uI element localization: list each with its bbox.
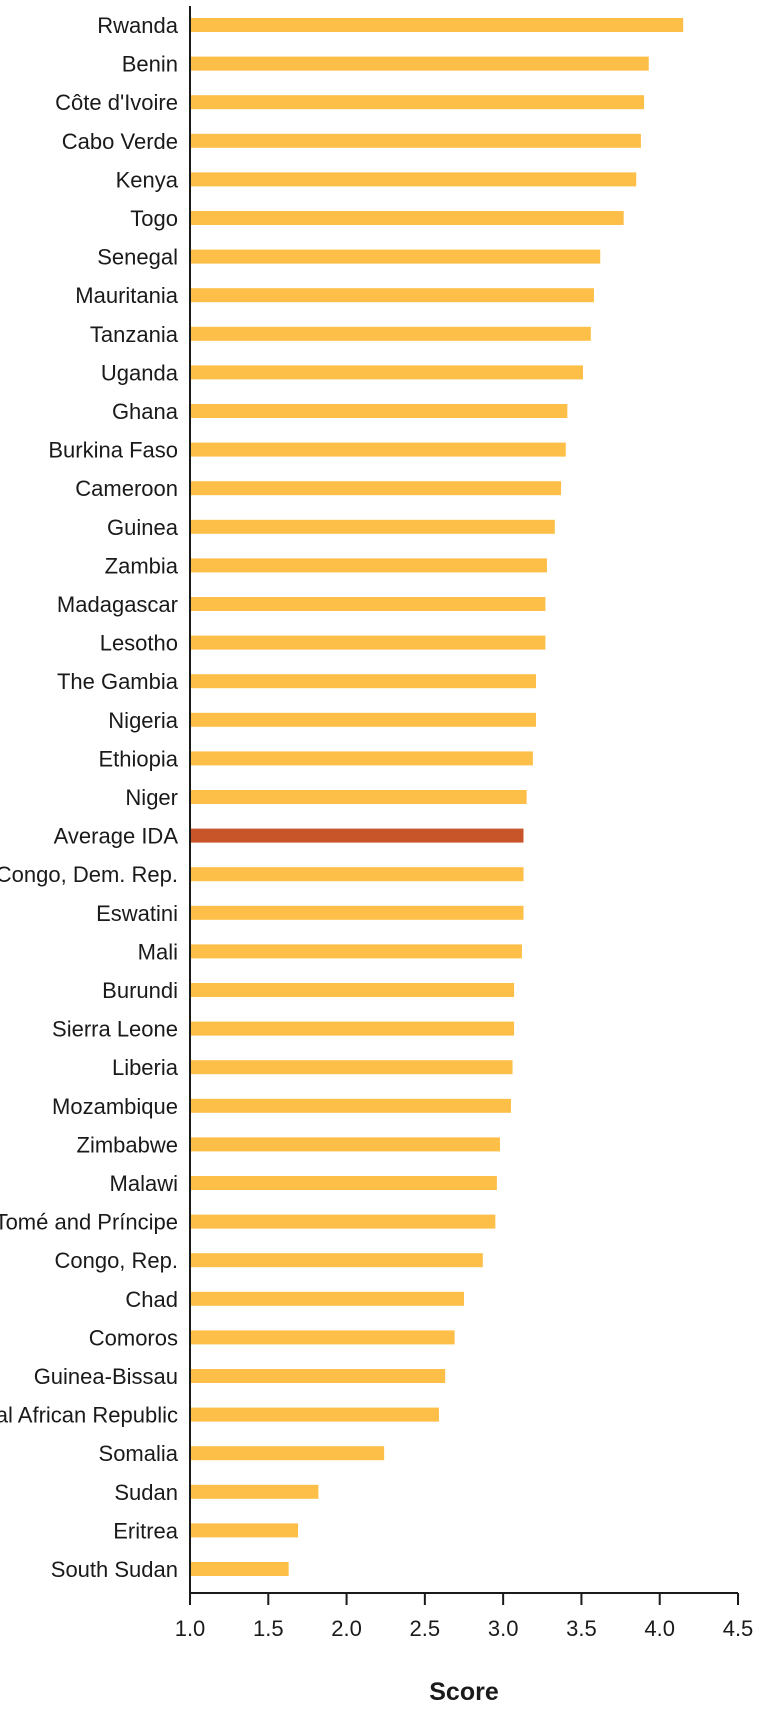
bar	[190, 1291, 464, 1306]
bars-group	[190, 18, 684, 1576]
bar	[190, 1446, 385, 1461]
bar	[190, 1253, 483, 1268]
category-label: Niger	[125, 785, 178, 810]
bar	[190, 712, 537, 727]
bar	[190, 1523, 299, 1538]
category-label: Congo, Rep.	[54, 1248, 178, 1273]
bar	[190, 905, 524, 920]
x-tick-label: 4.0	[644, 1616, 675, 1641]
bar	[190, 18, 684, 32]
bar	[190, 790, 527, 804]
category-label: The Gambia	[57, 669, 179, 694]
category-label: Rwanda	[97, 13, 178, 38]
x-tick-label: 2.5	[410, 1616, 441, 1641]
x-axis-title: Score	[429, 1678, 499, 1706]
bar	[190, 1330, 455, 1345]
category-label: Côte d'Ivoire	[55, 90, 178, 115]
bar	[190, 1021, 515, 1036]
category-label: Eritrea	[113, 1518, 179, 1543]
category-label: Mauritania	[75, 283, 178, 308]
bar	[190, 404, 568, 418]
bar	[190, 983, 515, 997]
bar	[190, 172, 637, 187]
category-label: Burundi	[102, 978, 178, 1003]
bar	[190, 635, 546, 650]
bar	[190, 558, 547, 573]
bar	[190, 133, 641, 148]
x-tick-label: 2.0	[331, 1616, 362, 1641]
bar	[190, 751, 533, 766]
x-tick-label: 3.0	[488, 1616, 519, 1641]
category-label: Central African Republic	[0, 1403, 178, 1428]
bar	[190, 95, 645, 110]
bar	[190, 1098, 511, 1113]
bar	[190, 1137, 501, 1152]
category-label: Malawi	[110, 1171, 178, 1196]
bar	[190, 944, 522, 959]
category-label: Madagascar	[57, 592, 178, 617]
category-label: Lesotho	[100, 631, 178, 656]
category-label: Cameroon	[75, 476, 178, 501]
bar	[190, 288, 594, 303]
category-label: Guinea	[107, 515, 179, 540]
x-tick-label: 1.5	[253, 1616, 284, 1641]
bar	[190, 1484, 319, 1499]
category-label: Guinea-Bissau	[34, 1364, 178, 1389]
category-label: Mozambique	[52, 1094, 178, 1119]
bar	[190, 249, 601, 264]
bar	[190, 1562, 289, 1576]
bar	[190, 1060, 513, 1075]
category-label: Mali	[138, 939, 178, 964]
category-label: São Tomé and Príncipe	[0, 1210, 178, 1235]
bar	[190, 1214, 496, 1229]
x-ticks-group: 1.0 1.5 2.0 2.5 3.0 3.5 4.0 4.5	[175, 1593, 754, 1641]
category-label: Uganda	[101, 360, 179, 385]
bar	[190, 867, 524, 882]
bar	[190, 1369, 446, 1383]
x-tick-label: 1.0	[175, 1616, 206, 1641]
bar	[190, 365, 583, 380]
category-label: Average IDA	[54, 824, 179, 849]
category-label: Somalia	[99, 1441, 179, 1466]
bar	[190, 1176, 497, 1190]
category-label: Nigeria	[108, 708, 178, 733]
category-label: Kenya	[116, 167, 179, 192]
category-label: Burkina Faso	[48, 438, 178, 463]
category-label: Ethiopia	[98, 746, 178, 771]
category-label: Tanzania	[90, 322, 179, 347]
bar	[190, 326, 591, 341]
x-tick-label: 3.5	[566, 1616, 597, 1641]
category-label: Senegal	[97, 245, 178, 270]
bar	[190, 481, 562, 496]
category-label: Zimbabwe	[77, 1132, 178, 1157]
bar	[190, 828, 524, 843]
category-label: Chad	[125, 1287, 178, 1312]
category-label: Congo, Dem. Rep.	[0, 862, 178, 887]
bar	[190, 674, 537, 689]
category-label: Ghana	[112, 399, 179, 424]
category-labels-group: Rwanda Benin Côte d'Ivoire Cabo Verde Kenya T…	[0, 13, 179, 1582]
category-label: Eswatini	[96, 901, 178, 926]
bar	[190, 442, 566, 457]
x-tick-label: 4.5	[723, 1616, 754, 1641]
category-label: Cabo Verde	[62, 129, 178, 154]
category-label: Liberia	[112, 1055, 179, 1080]
category-label: Sierra Leone	[52, 1017, 178, 1042]
category-label: South Sudan	[51, 1557, 178, 1582]
bar	[190, 597, 546, 611]
category-label: Comoros	[89, 1325, 178, 1350]
bar	[190, 56, 649, 71]
bar	[190, 519, 555, 534]
category-label: Togo	[130, 206, 178, 231]
category-label: Sudan	[114, 1480, 178, 1505]
category-label: Zambia	[105, 553, 179, 578]
bar	[190, 211, 624, 225]
bar	[190, 1407, 439, 1422]
category-label: Benin	[122, 52, 178, 77]
